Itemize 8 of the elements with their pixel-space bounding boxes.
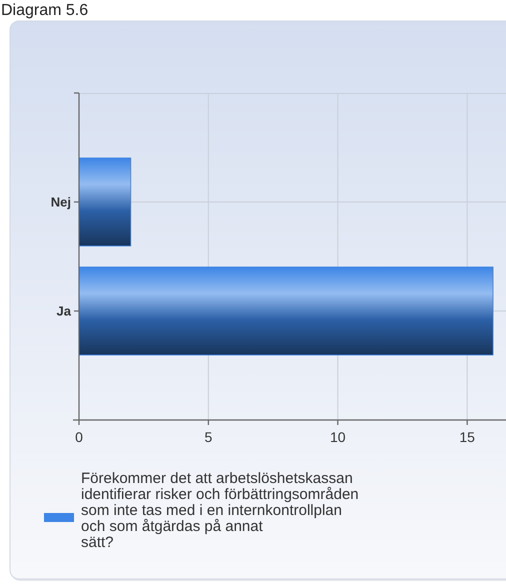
x-tick-label: 0 — [75, 429, 84, 445]
chart-title: Diagram 5.6 — [1, 2, 88, 19]
x-tick-label: 15 — [459, 429, 476, 445]
x-tick-label: 10 — [330, 429, 346, 445]
x-tick-label: 5 — [204, 429, 212, 445]
y-tick-label: Ja — [56, 304, 72, 319]
y-tick-label: Nej — [50, 194, 71, 210]
legend-label: Förekommer det att arbetslöshetskassan identifierar risker och förbättringsområden som inte tas med i en internkontrollplan och som åtgärdas på annat sätt? — [81, 470, 359, 551]
